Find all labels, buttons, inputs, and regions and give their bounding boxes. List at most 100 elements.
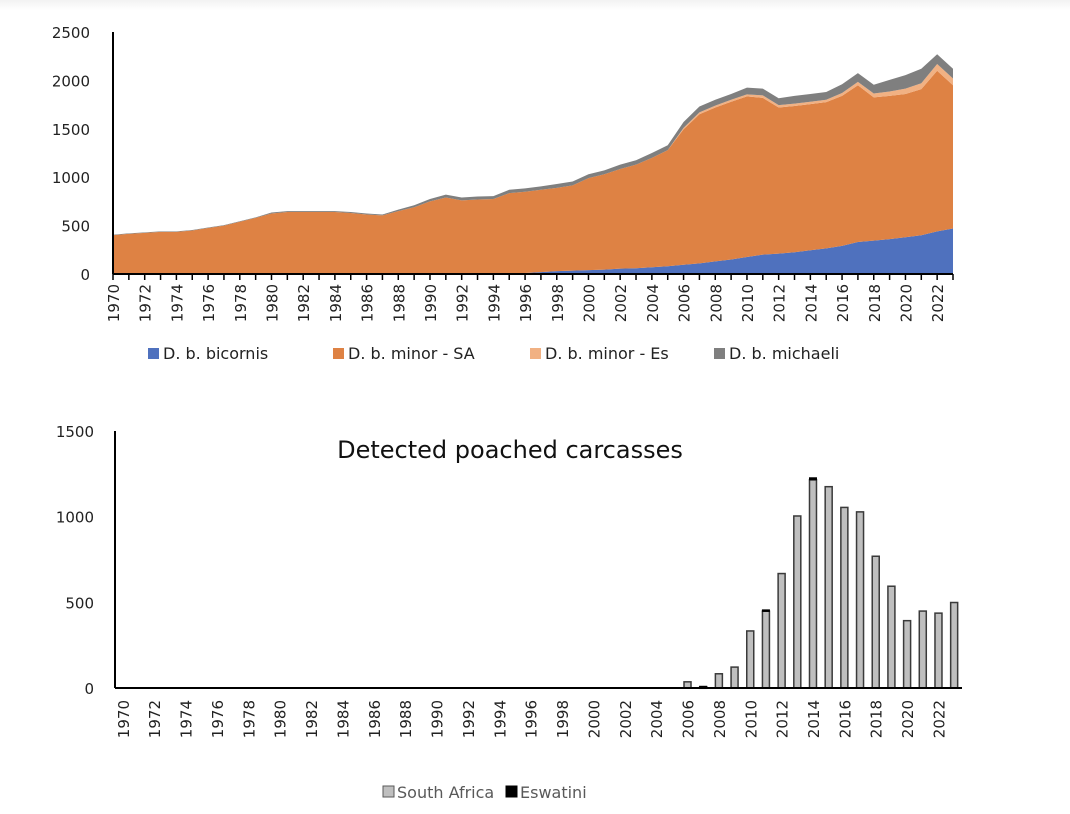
top-x-tick-label: 1990 xyxy=(422,284,440,322)
top-y-tick-label: 1500 xyxy=(52,121,90,139)
legend-label: Eswatini xyxy=(520,783,587,802)
bar-south-africa-2014 xyxy=(808,479,818,689)
bottom-x-tick-label: 1984 xyxy=(334,700,352,738)
bottom-chart-title: Detected poached carcasses xyxy=(337,436,683,464)
bar-south-africa-2017 xyxy=(855,511,865,689)
bar-south-africa-2013 xyxy=(793,515,802,689)
bottom-x-tick-label: 1972 xyxy=(146,700,164,738)
legend-swatch xyxy=(714,348,725,359)
bottom-x-tick-label: 1998 xyxy=(554,700,572,738)
bar-eswatini-2011 xyxy=(761,609,770,612)
bottom-x-tick-label: 2022 xyxy=(930,700,948,738)
top-x-tick-label: 2022 xyxy=(929,284,947,322)
top-x-tick-label: 2002 xyxy=(612,284,630,322)
bottom-x-tick-label: 1992 xyxy=(460,700,478,738)
bottom-x-tick-label: 2004 xyxy=(648,700,666,738)
top-x-tick-label: 1976 xyxy=(200,284,218,322)
bar-south-africa-2018 xyxy=(871,555,880,689)
bottom-x-tick-label: 1976 xyxy=(209,700,227,738)
legend-label: D. b. michaeli xyxy=(729,344,839,363)
bar-south-africa-2020 xyxy=(902,619,912,689)
bottom-x-tick-label: 2006 xyxy=(680,700,698,738)
top-x-tick-label: 2006 xyxy=(676,284,694,322)
bottom-x-tick-label: 1970 xyxy=(115,700,133,738)
bar-south-africa-2010 xyxy=(746,630,755,689)
poached-carcasses-bar-chart: Detected poached carcasses 0 500 1000 1500 1… xyxy=(56,423,962,802)
bottom-x-tick-label: 1982 xyxy=(303,700,321,738)
bottom-x-tick-label: 1994 xyxy=(491,700,509,738)
top-x-tick-label: 1978 xyxy=(232,284,250,322)
top-y-tick-label: 0 xyxy=(80,266,90,284)
bottom-x-tick-label: 2014 xyxy=(805,700,823,738)
top-x-tick-label: 2008 xyxy=(707,284,725,322)
legend-swatch xyxy=(382,785,395,798)
legend-swatch xyxy=(505,785,518,798)
bar-south-africa-2023 xyxy=(949,601,959,689)
legend-label: D. b. minor - SA xyxy=(348,344,475,363)
bar-south-africa-2012 xyxy=(777,572,786,689)
population-area-chart: 0 500 1000 1500 2000 2500 1970 1972 1974 1976 1978… xyxy=(52,24,954,363)
bottom-x-tick-label: 2016 xyxy=(836,700,854,738)
bar-south-africa-2015 xyxy=(824,485,833,689)
legend-swatch xyxy=(333,348,344,359)
bottom-x-tick-label: 1988 xyxy=(397,700,415,738)
bar-south-africa-2019 xyxy=(887,585,896,689)
top-x-tick-label: 1982 xyxy=(295,284,313,322)
legend-label: D. b. minor - Es xyxy=(545,344,669,363)
bottom-x-tick-label: 2010 xyxy=(742,700,760,738)
top-x-tick-label: 2016 xyxy=(834,284,852,322)
top-y-tick-label: 500 xyxy=(61,218,90,236)
window-top-edge xyxy=(0,0,1070,10)
bar-south-africa-2022 xyxy=(934,612,943,689)
bar-south-africa-2021 xyxy=(918,610,928,689)
top-y-tick-label: 1000 xyxy=(52,169,90,187)
top-x-tick-label: 2004 xyxy=(644,284,662,322)
top-x-tick-label: 1986 xyxy=(359,284,377,322)
bottom-y-tick-label: 500 xyxy=(65,594,94,612)
bottom-x-tick-label: 1980 xyxy=(272,700,290,738)
bottom-x-tick-label: 1990 xyxy=(429,700,447,738)
legend-label: South Africa xyxy=(397,783,494,802)
top-x-tick-label: 1996 xyxy=(517,284,535,322)
bottom-x-tick-label: 2018 xyxy=(868,700,886,738)
top-x-tick-label: 1988 xyxy=(390,284,408,322)
top-x-tick-label: 2018 xyxy=(866,284,884,322)
top-x-tick-label: 2012 xyxy=(771,284,789,322)
top-x-tick-label: 1992 xyxy=(454,284,472,322)
legend-swatch xyxy=(148,348,159,359)
top-x-tick-label: 1974 xyxy=(168,284,186,322)
area-series-d-b-bicornis xyxy=(113,228,953,274)
legend-swatch xyxy=(530,348,541,359)
bar-south-africa-2016 xyxy=(840,506,849,689)
bar-south-africa-2008 xyxy=(714,673,724,689)
top-y-tick-label: 2500 xyxy=(52,24,90,42)
top-x-tick-label: 1980 xyxy=(263,284,281,322)
bottom-x-tick-label: 1974 xyxy=(178,700,196,738)
bar-eswatini-2014 xyxy=(808,477,817,481)
top-y-tick-label: 2000 xyxy=(52,72,90,90)
bottom-x-tick-label: 1996 xyxy=(523,700,541,738)
bottom-x-tick-label: 2020 xyxy=(899,700,917,738)
top-x-tick-label: 2010 xyxy=(739,284,757,322)
bottom-x-tick-label: 2000 xyxy=(585,700,603,738)
top-x-tick-label: 1998 xyxy=(549,284,567,322)
bottom-y-tick-label: 1000 xyxy=(56,509,94,527)
bottom-x-tick-label: 1986 xyxy=(366,700,384,738)
top-x-tick-label: 1970 xyxy=(105,284,123,322)
top-x-tick-label: 1972 xyxy=(137,284,155,322)
top-x-tick-label: 2000 xyxy=(580,284,598,322)
bar-south-africa-2011 xyxy=(761,610,771,689)
bar-south-africa-2009 xyxy=(730,666,739,689)
bottom-x-tick-label: 2002 xyxy=(617,700,635,738)
bottom-x-tick-label: 2008 xyxy=(711,700,729,738)
bottom-y-tick-label: 1500 xyxy=(56,423,94,441)
bottom-x-tick-label: 2012 xyxy=(774,700,792,738)
bottom-x-tick-label: 1978 xyxy=(240,700,258,738)
top-x-tick-label: 2014 xyxy=(802,284,820,322)
top-x-tick-label: 1994 xyxy=(485,284,503,322)
legend-label: D. b. bicornis xyxy=(163,344,268,363)
area-series-d-b-minor-sa xyxy=(113,70,953,274)
top-x-tick-label: 1984 xyxy=(327,284,345,322)
bottom-y-tick-label: 0 xyxy=(84,680,94,698)
